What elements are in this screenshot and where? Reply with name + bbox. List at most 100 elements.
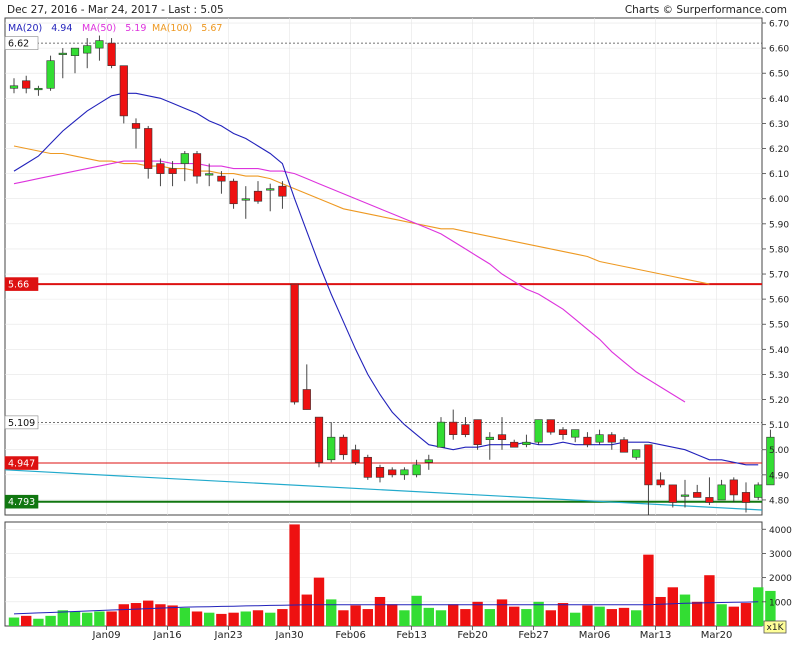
volume-bar (423, 607, 434, 626)
volume-tick-label: 4000 (769, 526, 792, 536)
candle-body (619, 439, 629, 453)
date-tick-label: Jan23 (214, 630, 243, 641)
volume-bar (240, 611, 251, 626)
candle-body (314, 416, 324, 463)
volume-bar (509, 606, 520, 626)
price-level-box (4, 36, 39, 50)
candle-body (632, 449, 641, 458)
candle-body (729, 479, 738, 496)
volume-bar (533, 601, 544, 626)
date-tick-label: Feb20 (457, 630, 487, 641)
candle-body (180, 153, 189, 164)
price-tick-label: 5.70 (769, 271, 789, 281)
ma100-line (13, 145, 710, 285)
price-level-label: 5.109 (8, 418, 35, 429)
volume-unit: x1K (767, 623, 785, 633)
volume-bar (387, 604, 398, 626)
candle-body (680, 494, 690, 497)
date-tick-label: Jan16 (153, 630, 182, 641)
candle-body (119, 65, 128, 117)
candle-body (388, 469, 397, 476)
volume-bar (191, 611, 203, 626)
ma50-line (13, 160, 686, 403)
price-level-box (4, 415, 39, 430)
price-tick-label: 6.30 (769, 120, 789, 130)
volume-bar (655, 596, 666, 626)
volume-bars (8, 524, 776, 626)
trend-line (4, 469, 763, 511)
volume-bar (252, 610, 264, 626)
candle-body (412, 464, 421, 476)
volume-bar (740, 603, 752, 626)
volume-bar (289, 524, 300, 626)
volume-bar (216, 613, 227, 626)
candle-body (95, 40, 104, 49)
volume-bar (496, 599, 508, 626)
candle-body (449, 421, 458, 435)
ma100-legend: MA(100) 5.67 (152, 23, 222, 34)
ma20-legend: MA(20) 4.94 (8, 23, 72, 34)
ma20-label: MA(20) (8, 23, 42, 34)
price-tick-label: 6.20 (769, 145, 789, 155)
volume-bar (618, 607, 630, 626)
candle-body (766, 436, 775, 486)
volume-bar (155, 604, 166, 626)
volume-bar (350, 605, 361, 626)
price-tick-label: 5.40 (769, 346, 789, 356)
candle-body (656, 479, 665, 486)
price-level-label: 4.793 (8, 497, 35, 508)
candle-body (424, 459, 433, 463)
candle-body (363, 456, 372, 478)
candle-body (9, 85, 19, 89)
candle-body (607, 434, 616, 443)
volume-bar (435, 610, 447, 626)
price-level-box (4, 277, 39, 291)
price-tick-label: 5.50 (769, 321, 789, 331)
volume-bar (484, 609, 495, 626)
candle-body (473, 419, 482, 446)
volume-bar (545, 610, 556, 626)
candle-body (497, 434, 507, 440)
date-tick-label: Mar06 (579, 630, 611, 641)
volume-tick-label: 1000 (769, 598, 792, 608)
date-tick-label: Feb27 (518, 630, 548, 641)
price-tick-label: 5.10 (769, 421, 789, 431)
candle-body (546, 419, 555, 433)
candle-body (741, 492, 751, 503)
volume-bar (277, 609, 288, 626)
candle-body (461, 424, 470, 435)
volume-tick-label: 2000 (769, 574, 792, 584)
candle-body (205, 173, 214, 176)
candle-body (302, 389, 311, 410)
candle-body (241, 198, 250, 201)
grid (5, 18, 762, 626)
volume-bar (472, 601, 483, 626)
date-tick-label: Feb13 (396, 630, 426, 641)
candle-body (583, 436, 592, 446)
candle-body (278, 185, 287, 197)
candle-body (754, 484, 763, 498)
volume-bar (57, 610, 68, 626)
volume-bar (399, 610, 410, 626)
volume-bar (265, 612, 276, 626)
volume-unit-box (763, 620, 787, 634)
candle-body (22, 80, 31, 89)
candle-body (595, 434, 604, 443)
price-levels: 6.62 5.66 5.109 4.947 4.793 (4, 36, 762, 509)
volume-bar (448, 604, 459, 626)
candle-body (34, 87, 43, 91)
ma50-value: 5.19 (125, 23, 146, 34)
price-tick-label: 6.40 (769, 95, 789, 105)
volume-bar (606, 609, 617, 626)
candle-body (717, 484, 726, 501)
candle-body (168, 168, 177, 174)
candle-body (485, 436, 494, 440)
date-tick-label: Mar13 (640, 630, 672, 641)
volume-bar (631, 610, 642, 626)
ma20-line (13, 92, 759, 466)
candle-body (290, 283, 299, 403)
date-tick-label: Mar20 (701, 630, 733, 641)
volume-bar (521, 609, 532, 626)
ma20-value: 4.94 (51, 23, 72, 34)
